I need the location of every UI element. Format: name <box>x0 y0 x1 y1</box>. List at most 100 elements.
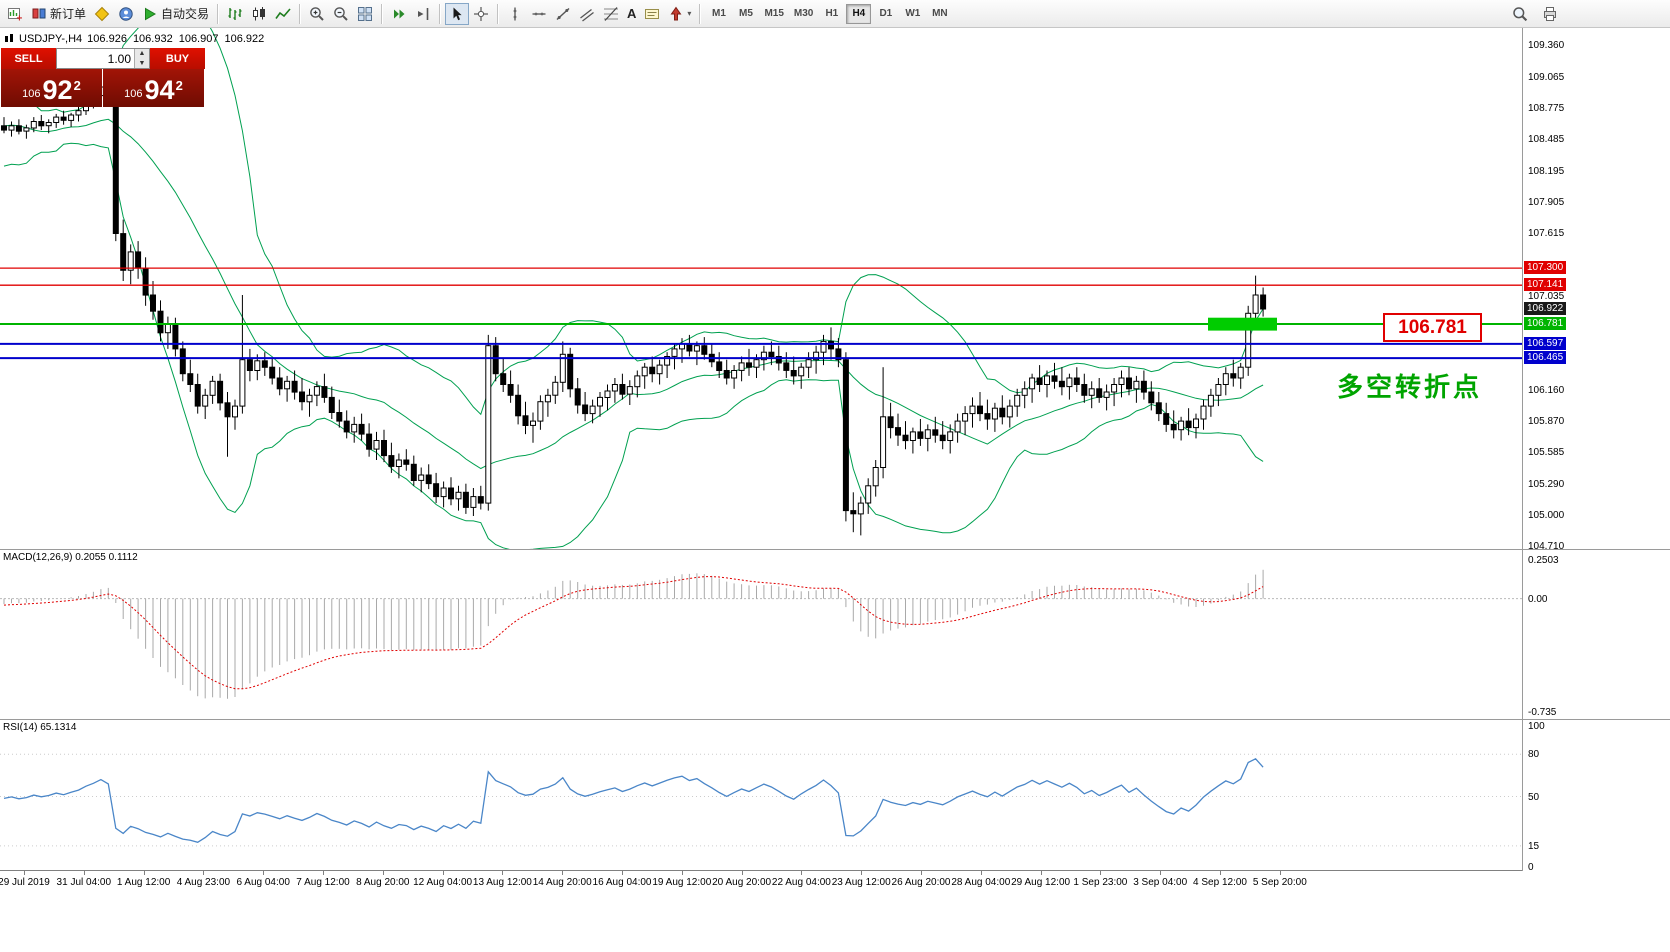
sell-header-button[interactable]: SELL <box>1 48 56 69</box>
auto-scroll-icon <box>391 6 407 22</box>
timeframe-button-h4[interactable]: H4 <box>846 3 872 24</box>
timeframe-button-m1[interactable]: M1 <box>706 4 731 24</box>
text-tool-button[interactable]: A <box>623 3 640 25</box>
rsi-canvas[interactable] <box>0 720 1522 870</box>
timeframe-button-m30[interactable]: M30 <box>790 4 817 24</box>
channel-tool-button[interactable] <box>575 3 599 25</box>
time-tick <box>562 871 564 875</box>
sell-price-button[interactable]: 106 92 2 <box>1 69 102 107</box>
time-label: 13 Aug 12:00 <box>472 877 532 888</box>
trendline-icon <box>555 6 571 22</box>
price-tick: 104.710 <box>1528 541 1565 553</box>
time-tick <box>622 871 623 875</box>
auto-scroll-button[interactable] <box>387 3 411 25</box>
toolbar-group-objects: A ▾ <box>503 3 695 25</box>
panel-splitter[interactable] <box>0 549 1670 550</box>
new-chart-button[interactable]: + <box>3 3 27 25</box>
new-order-icon <box>31 6 47 22</box>
toolbar-separator <box>497 3 500 24</box>
macd-panel[interactable] <box>0 550 1522 719</box>
main-chart-panel[interactable] <box>0 28 1522 549</box>
price-axis[interactable]: 109.360 109.065 108.775 108.485 108.195 107.9… <box>1523 28 1670 553</box>
time-label: 20 Aug 20:00 <box>712 877 772 888</box>
expert-advisors-button[interactable] <box>114 3 138 25</box>
price-tick: 106.160 <box>1528 385 1565 396</box>
toolbar-group-trading: + 新订单 自动交易 <box>3 3 213 25</box>
tile-windows-button[interactable] <box>353 3 377 25</box>
timeframe-button-m15[interactable]: M15 <box>760 4 787 24</box>
ohlc-values: 106.926 106.932 106.907 106.922 <box>87 33 264 45</box>
new-chart-icon: + <box>7 6 23 22</box>
sell-price-prefix: 106 <box>22 88 41 100</box>
time-axis-line <box>0 870 1522 871</box>
metaeditor-button[interactable] <box>90 3 114 25</box>
rsi-scale-tick: 50 <box>1528 791 1540 803</box>
time-tick <box>502 871 504 875</box>
vertical-line-icon <box>507 6 523 22</box>
macd-canvas[interactable] <box>0 550 1522 719</box>
price-tick: 105.870 <box>1528 416 1565 428</box>
price-tick: 105.290 <box>1528 478 1565 490</box>
volume-spinner[interactable]: ▲ ▼ <box>134 49 149 68</box>
price-badge-resistance: 107.141 <box>1524 278 1567 292</box>
chart-symbol-icon <box>5 34 13 42</box>
buy-header-button[interactable]: BUY <box>150 48 205 69</box>
time-tick <box>1040 871 1042 875</box>
rsi-axis[interactable]: 100 80 50 15 0 <box>1523 720 1670 873</box>
volume-field[interactable]: 1.00 ▲ ▼ <box>56 48 150 69</box>
bar-chart-button[interactable] <box>223 3 247 25</box>
time-tick <box>801 871 803 875</box>
crosshair-icon <box>473 6 489 22</box>
new-order-button[interactable]: 新订单 <box>27 3 90 25</box>
turning-point-annotation: 多空转折点 <box>1337 372 1483 402</box>
timeframe-button-h1[interactable]: H1 <box>819 4 844 24</box>
timeframe-button-w1[interactable]: W1 <box>900 4 925 24</box>
rsi-scale-tick: 0 <box>1528 862 1534 873</box>
chart-shift-button[interactable] <box>411 3 435 25</box>
text-label-tool-button[interactable] <box>640 3 664 25</box>
price-tick: 108.195 <box>1528 165 1565 177</box>
price-tick: 108.775 <box>1528 103 1565 115</box>
bar-chart-icon <box>227 6 243 22</box>
cursor-tool-button[interactable] <box>445 2 470 25</box>
autotrading-button[interactable]: 自动交易 <box>138 3 213 25</box>
line-chart-button[interactable] <box>271 3 295 25</box>
level-price-callout[interactable]: 106.781 <box>1383 313 1482 342</box>
time-label: 5 Sep 20:00 <box>1252 877 1307 888</box>
sell-price-main: 92 <box>42 75 73 105</box>
price-tick: 107.035 <box>1528 290 1565 302</box>
low-value: 106.907 <box>178 33 219 45</box>
time-tick <box>382 871 384 875</box>
time-label: 1 Sep 23:00 <box>1073 877 1128 888</box>
autotrading-label: 自动交易 <box>161 7 210 21</box>
trendline-tool-button[interactable] <box>551 3 575 25</box>
timeframe-button-mn[interactable]: MN <box>927 4 952 24</box>
time-tick <box>681 871 683 875</box>
chart-shift-icon <box>415 6 431 22</box>
search-button[interactable] <box>1508 3 1532 25</box>
spinner-up-icon[interactable]: ▲ <box>135 49 149 59</box>
tile-windows-icon <box>357 6 373 22</box>
print-button[interactable] <box>1538 3 1562 25</box>
timeframe-button-m5[interactable]: M5 <box>733 4 758 24</box>
main-chart-canvas[interactable] <box>0 28 1522 549</box>
time-label: 26 Aug 20:00 <box>891 877 951 888</box>
horizontal-line-tool-button[interactable] <box>527 3 551 25</box>
macd-axis[interactable]: 0.2503 0.00 -0.735 <box>1523 550 1670 719</box>
text-label-icon <box>644 6 660 22</box>
crosshair-tool-button[interactable] <box>469 3 493 25</box>
timeframe-button-d1[interactable]: D1 <box>873 4 898 24</box>
toolbar-separator <box>699 3 702 24</box>
zoom-in-button[interactable] <box>305 3 329 25</box>
fibonacci-tool-button[interactable] <box>599 3 623 25</box>
arrows-tool-button[interactable]: ▾ <box>664 3 695 25</box>
candlestick-chart-button[interactable] <box>247 3 271 25</box>
zoom-out-button[interactable] <box>329 3 353 25</box>
panel-splitter[interactable] <box>0 719 1670 720</box>
rsi-panel[interactable] <box>0 720 1522 870</box>
vertical-line-tool-button[interactable] <box>503 3 527 25</box>
spinner-down-icon[interactable]: ▼ <box>135 58 149 68</box>
quote-line: USDJPY-,H4 106.926 106.932 106.907 106.9… <box>4 33 264 45</box>
buy-price-button[interactable]: 106 94 2 <box>103 69 204 107</box>
time-axis[interactable]: 29 Jul 2019 31 Jul 04:00 1 Aug 12:00 4 Aug … <box>0 870 1522 895</box>
